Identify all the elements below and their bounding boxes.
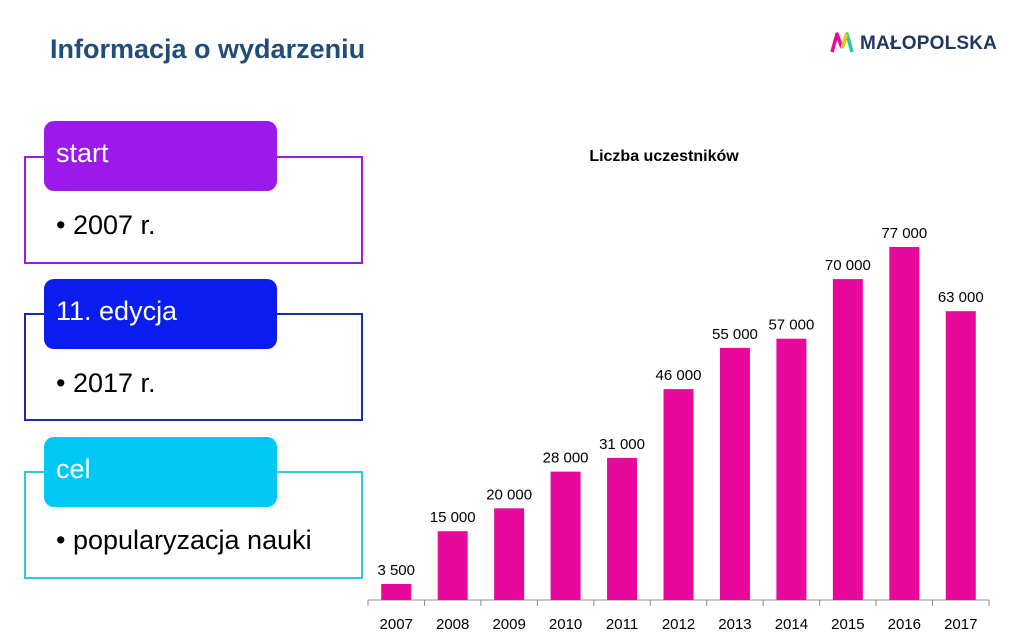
bar-2010	[550, 471, 581, 600]
data-label: 15 000	[430, 509, 476, 526]
chart-title: Liczba uczestników	[589, 148, 739, 165]
bar-2017	[945, 311, 976, 600]
data-label: 63 000	[938, 289, 984, 306]
data-label: 20 000	[486, 486, 532, 503]
page-title: Informacja o wydarzeniu	[50, 34, 366, 64]
card-tab-start: start	[44, 121, 277, 191]
card-frame	[24, 313, 363, 421]
x-tick-label: 2007	[380, 616, 413, 633]
card-frame	[24, 471, 363, 579]
bar-2009	[494, 508, 525, 600]
bar-2013	[719, 347, 750, 600]
x-tick-label: 2011	[606, 616, 638, 633]
x-tick-label: 2017	[944, 616, 977, 633]
bar-2011	[607, 457, 638, 600]
bar-2012	[663, 389, 694, 600]
data-label: 3 500	[377, 562, 415, 579]
data-label: 70 000	[825, 257, 871, 274]
bar-2007	[381, 583, 412, 600]
card-bullet: • 2007 r.	[56, 210, 156, 240]
malopolska-logo-icon	[830, 32, 854, 53]
bar-2014	[776, 338, 807, 600]
data-label: 31 000	[599, 436, 645, 453]
data-label: 55 000	[712, 326, 758, 343]
card-label: cel	[56, 454, 91, 484]
x-tick-label: 2014	[775, 616, 808, 633]
card-frame	[24, 156, 363, 264]
x-tick-label: 2009	[492, 616, 525, 633]
x-tick-label: 2013	[718, 616, 751, 633]
card-bullet: • 2017 r.	[56, 368, 156, 398]
x-tick-label: 2016	[888, 616, 921, 633]
card-bullet: • popularyzacja nauki	[56, 525, 312, 555]
bar-2016	[889, 247, 920, 600]
bar-2008	[437, 531, 468, 600]
card-label: 11. edycja	[56, 296, 178, 326]
data-label: 46 000	[656, 367, 702, 384]
card-tab-goal: cel	[44, 437, 277, 507]
x-tick-label: 2010	[549, 616, 582, 633]
x-tick-label: 2008	[436, 616, 469, 633]
data-label: 77 000	[881, 225, 927, 242]
data-label: 28 000	[543, 450, 589, 467]
x-tick-label: 2015	[831, 616, 864, 633]
logo-text: MAŁOPOLSKA	[860, 33, 998, 54]
x-tick-label: 2012	[662, 616, 695, 633]
card-label: start	[56, 138, 109, 168]
card-tab-edition: 11. edycja	[44, 279, 277, 349]
bar-2015	[832, 279, 863, 600]
data-label: 57 000	[768, 317, 814, 334]
